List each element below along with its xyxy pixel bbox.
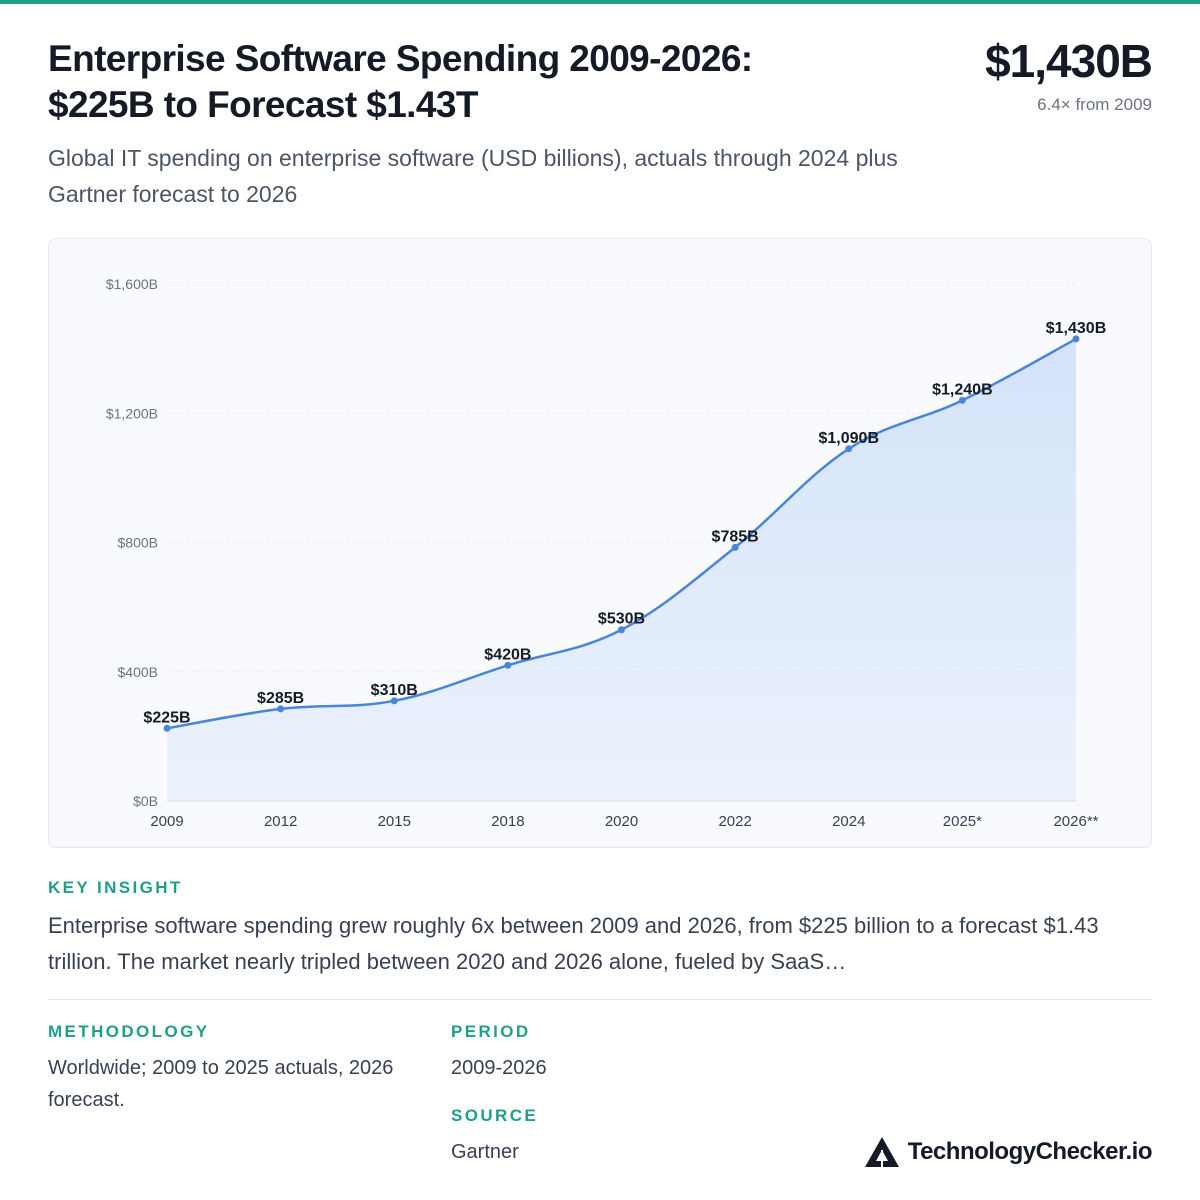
title-line-1: Enterprise Software Spending 2009-2026: [48, 38, 753, 79]
data-label: $285B [257, 690, 304, 707]
y-tick-label: $400B [118, 664, 158, 680]
methodology-label: METHODOLOGY [48, 1022, 210, 1041]
period-text: 2009-2026 [451, 1057, 547, 1079]
triangle-logo-icon [864, 1137, 899, 1167]
page-subtitle: Global IT spending on enterprise softwar… [48, 145, 898, 207]
x-tick-label: 2015 [378, 813, 411, 830]
headline-growth: 6.4× from 2009 [1037, 95, 1152, 114]
y-tick-label: $1,200B [106, 405, 158, 421]
title-line-2: $225B to Forecast $1.43T [48, 84, 478, 125]
x-tick-label: 2020 [605, 813, 638, 830]
data-point [504, 661, 512, 669]
data-label: $1,430B [1046, 320, 1107, 337]
y-tick-label: $0B [133, 793, 158, 809]
x-tick-label: 2018 [491, 813, 524, 830]
data-point [618, 626, 625, 634]
data-point [845, 445, 853, 453]
x-tick-label: 2024 [832, 813, 865, 830]
data-label: $1,240B [932, 381, 993, 398]
data-point [277, 705, 285, 713]
top-accent-bar [0, 0, 1200, 4]
area-chart: $0B $400B $800B $1,200B $1,600B 2009 $225B 2012… [106, 276, 1107, 830]
data-point [1072, 335, 1080, 343]
data-label: $310B [371, 682, 418, 699]
data-label: $785B [712, 528, 759, 545]
brand-name: TechnologyChecker.io [907, 1138, 1153, 1165]
brand-logo: TechnologyChecker.io [864, 1136, 1153, 1168]
insight-label: KEY INSIGHT [48, 878, 183, 897]
data-label: $225B [143, 709, 190, 726]
x-tick-label: 2012 [264, 813, 297, 830]
chart-card: $0B $400B $800B $1,200B $1,600B 2009 $225B 2012… [48, 238, 1152, 848]
data-point [958, 396, 966, 404]
y-tick-label: $1,600B [106, 276, 158, 292]
period-label: PERIOD [451, 1022, 531, 1041]
insight-text: Enterprise software spending grew roughl… [48, 913, 1099, 974]
x-tick-label: 2009 [150, 813, 183, 830]
data-point [163, 724, 171, 732]
source-text: Gartner [451, 1141, 519, 1163]
data-point [731, 543, 739, 551]
data-label: $420B [484, 646, 531, 663]
data-label: $530B [598, 611, 645, 628]
page-title: Enterprise Software Spending 2009-2026: … [48, 36, 848, 128]
x-tick-label: 2022 [718, 813, 751, 830]
source-label: SOURCE [451, 1106, 539, 1125]
headline-value: $1,430B [985, 35, 1153, 87]
divider [48, 999, 1152, 1000]
data-point [390, 697, 398, 705]
x-tick-label: 2025* [943, 813, 982, 830]
x-tick-label: 2026** [1053, 813, 1098, 830]
data-label: $1,090B [819, 430, 880, 447]
y-tick-label: $800B [118, 535, 158, 551]
methodology-text: Worldwide; 2009 to 2025 actuals, 2026 fo… [48, 1057, 394, 1111]
area-fill [167, 338, 1076, 801]
series-line [166, 337, 1077, 730]
